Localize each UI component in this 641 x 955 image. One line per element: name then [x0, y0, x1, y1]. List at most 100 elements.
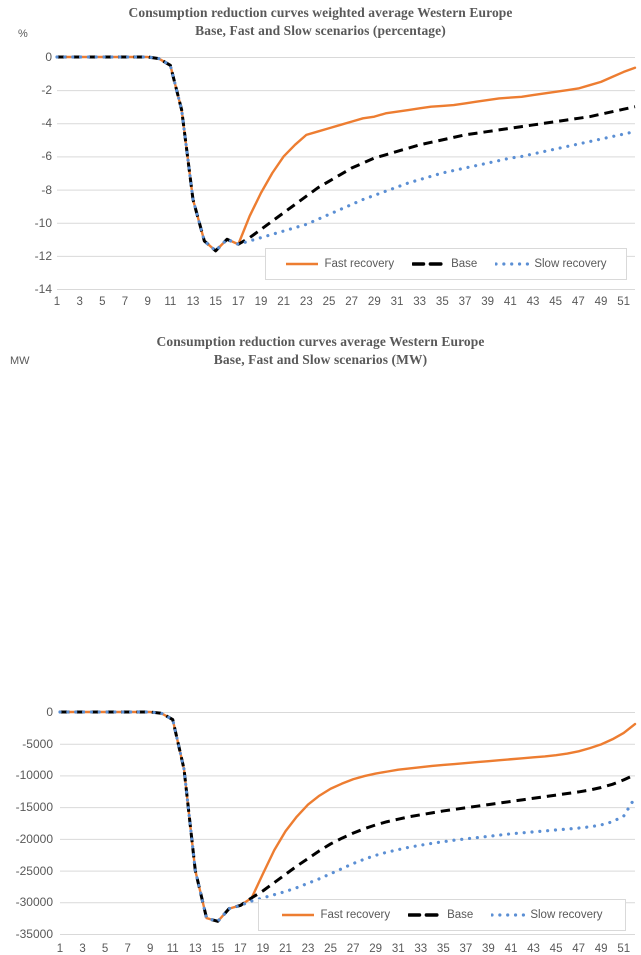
- series-line: [60, 710, 636, 923]
- x-axis-tick-label: 23: [299, 296, 313, 308]
- y-axis-tick-label: -15000: [15, 800, 53, 815]
- series-line: [55, 55, 637, 253]
- legend-swatch-icon: [491, 913, 526, 917]
- x-axis-tick-label: 29: [369, 943, 383, 955]
- x-axis-tick-label: 13: [188, 943, 202, 955]
- legend-item[interactable]: Fast recovery: [285, 258, 394, 270]
- legend-item[interactable]: Fast recovery: [281, 909, 390, 921]
- legend-swatch-icon: [495, 262, 530, 266]
- y-axis-unit-mw: MW: [10, 355, 30, 367]
- x-axis-tick-label: 21: [279, 943, 292, 955]
- mw-chart: Consumption reduction curves average Wes…: [0, 323, 641, 955]
- y-axis-tick-label: -8: [41, 182, 52, 197]
- legend-item[interactable]: Base: [412, 258, 477, 270]
- legend-swatch-icon: [412, 262, 447, 266]
- x-axis-tick-label: 37: [458, 296, 472, 308]
- x-axis-tick-label: 19: [256, 943, 270, 955]
- x-axis-tick-label: 27: [346, 943, 360, 955]
- series-line: [58, 710, 637, 923]
- x-axis-tick-label: 1: [56, 943, 64, 955]
- x-axis-tick-label: 35: [436, 943, 450, 955]
- x-axis-tick-label: 51: [617, 296, 631, 308]
- x-axis-tick-label: 47: [571, 296, 585, 308]
- series-line: [55, 55, 637, 253]
- y-axis-tick-label: -30000: [15, 895, 53, 910]
- y-axis-tick-label: -10000: [15, 768, 53, 783]
- x-axis-tick-label: 13: [186, 296, 200, 308]
- y-axis-tick-label: -2: [41, 83, 52, 98]
- series-line: [58, 710, 637, 923]
- x-axis-tick-label: 1: [53, 296, 61, 308]
- x-axis-tick-label: 17: [231, 296, 245, 308]
- x-axis-tick-label: 39: [481, 296, 495, 308]
- y-axis-tick-label: -4: [41, 116, 52, 131]
- legend-swatch-icon: [408, 913, 443, 917]
- x-axis-tick-label: 41: [504, 943, 518, 955]
- chart-title-percentage: Consumption reduction curves weighted av…: [0, 4, 641, 40]
- x-axis-tick-label: 49: [594, 943, 608, 955]
- x-axis-tick-label: 49: [594, 296, 608, 308]
- chart-svg: [55, 55, 637, 290]
- x-axis-tick-label: 9: [146, 943, 154, 955]
- x-axis-tick-label: 25: [322, 296, 336, 308]
- chart-title-line1: Consumption reduction curves weighted av…: [128, 5, 513, 20]
- legend-mw: Fast recovery Base Slow recovery: [258, 899, 626, 931]
- percentage-chart: Consumption reduction curves weighted av…: [0, 0, 641, 323]
- x-axis-tick-label: 51: [617, 943, 631, 955]
- legend-item[interactable]: Base: [408, 909, 473, 921]
- x-axis-tick-label: 15: [209, 296, 223, 308]
- y-axis-tick-label: -35000: [15, 927, 53, 941]
- x-axis-tick-label: 45: [549, 943, 563, 955]
- y-axis-tick-label: -20000: [15, 831, 53, 846]
- legend-label: Fast recovery: [324, 258, 395, 270]
- x-axis-tick-label: 41: [503, 296, 517, 308]
- legend-label: Fast recovery: [320, 909, 391, 921]
- y-axis-tick-label: 0: [45, 50, 52, 64]
- y-axis-unit-percent: %: [18, 28, 28, 40]
- y-axis-ticks-percent: 0 -2 -4 -6 -8 -10 -12 -14: [0, 0, 52, 296]
- x-axis-tick-label: 5: [99, 296, 106, 308]
- y-axis-tick-label: -12: [34, 248, 52, 263]
- y-axis-tick-label: -5000: [22, 736, 53, 751]
- legend-item[interactable]: Slow recovery: [491, 909, 603, 921]
- x-axis-tick-label: 31: [390, 296, 404, 308]
- legend-label: Slow recovery: [534, 258, 607, 270]
- legend-item[interactable]: Slow recovery: [495, 258, 607, 270]
- x-axis-tick-label: 27: [345, 296, 359, 308]
- x-axis-tick-label: 37: [459, 943, 473, 955]
- plot-area-percentage: [55, 55, 637, 290]
- y-axis-tick-label: -25000: [15, 863, 53, 878]
- x-axis-tick-label: 39: [482, 943, 495, 955]
- x-axis-tick-label: 19: [254, 296, 268, 308]
- x-axis-tick-label: 25: [324, 943, 337, 955]
- x-axis-tick-label: 23: [301, 943, 315, 955]
- x-axis-tick-label: 11: [164, 296, 177, 308]
- legend-label: Base: [451, 258, 478, 270]
- x-axis-tick-label: 43: [527, 943, 540, 955]
- x-axis-tick-label: 7: [121, 296, 129, 308]
- x-axis-tick-label: 45: [549, 296, 563, 308]
- x-axis-tick-label: 29: [367, 296, 381, 308]
- chart-title-line2: Base, Fast and Slow scenarios (percentag…: [195, 23, 446, 38]
- y-axis-tick-label: -6: [41, 149, 52, 164]
- legend-label: Base: [447, 909, 474, 921]
- x-axis-tick-label: 47: [572, 943, 586, 955]
- legend-swatch-icon: [282, 913, 315, 917]
- x-axis-tick-label: 3: [79, 943, 86, 955]
- chart-title-line2: Base, Fast and Slow scenarios (MW): [213, 352, 428, 367]
- chart-title-mw: Consumption reduction curves average Wes…: [0, 333, 641, 369]
- x-axis-tick-label: 33: [414, 943, 428, 955]
- y-axis-tick-label: -10: [34, 215, 52, 230]
- x-axis-tick-label: 9: [144, 296, 151, 308]
- x-axis-tick-label: 3: [76, 296, 83, 308]
- x-axis-tick-label: 17: [233, 943, 247, 955]
- x-axis-tick-label: 33: [413, 296, 427, 308]
- y-axis-tick-label: 0: [46, 705, 53, 719]
- x-axis-tick-label: 43: [526, 296, 540, 308]
- series-line: [57, 55, 636, 253]
- legend-swatch-icon: [286, 262, 319, 266]
- legend-percentage: Fast recovery Base Slow recovery: [265, 248, 627, 280]
- y-axis-tick-label: -14: [34, 282, 52, 296]
- y-axis-ticks-mw: 0 -5000 -10000 -15000 -20000 -25000 -30000 -350…: [0, 323, 53, 941]
- chart-title-line1: Consumption reduction curves average Wes…: [156, 334, 485, 349]
